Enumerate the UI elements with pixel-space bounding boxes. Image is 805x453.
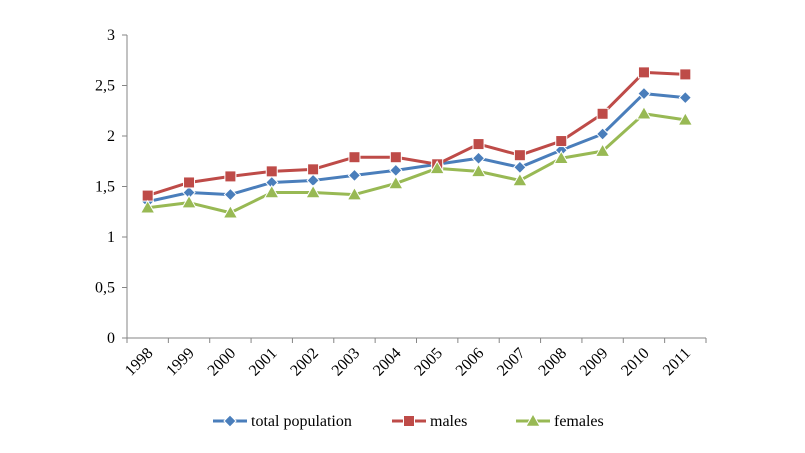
- data-point-males: [555, 135, 568, 148]
- x-tick-label: 2000: [205, 345, 240, 380]
- series-line-females: [147, 112, 686, 215]
- data-point-males: [307, 163, 320, 176]
- legend-marker-males: [403, 415, 415, 427]
- legend-label-total-population: total population: [251, 413, 352, 430]
- legend-item-males: males: [392, 413, 467, 430]
- data-point-males: [472, 138, 485, 151]
- data-point-males: [183, 176, 196, 189]
- y-tick-label: 0: [107, 330, 115, 347]
- data-point-females: [594, 143, 611, 157]
- axes: [126, 35, 706, 339]
- x-tick-label: 2007: [494, 345, 529, 380]
- series-markers: [139, 66, 694, 219]
- x-tick-label: 2001: [246, 345, 281, 380]
- legend-marker-total-population: [223, 414, 237, 428]
- data-point-females: [429, 160, 446, 175]
- data-point-females: [305, 184, 321, 199]
- y-tick-label: 2,5: [95, 78, 115, 95]
- legend-item-females: females: [516, 412, 604, 430]
- x-axis-ticks: 1998 1999 2000 2001 2002 2003 2004 2005 2006 2007…: [122, 338, 707, 380]
- series-lines: [147, 70, 686, 215]
- x-tick-label: 2010: [618, 345, 653, 380]
- data-point-males: [389, 151, 402, 164]
- data-point-males: [265, 165, 278, 178]
- data-point-males: [679, 68, 692, 81]
- data-point-females: [181, 194, 197, 209]
- data-point-total-population: [389, 163, 403, 178]
- data-point-total-population: [347, 168, 362, 183]
- data-point-males: [224, 170, 237, 183]
- x-tick-label: 2004: [370, 345, 405, 380]
- x-tick-label: 2009: [577, 345, 612, 380]
- y-tick-label: 3: [107, 27, 115, 44]
- data-point-females: [222, 204, 239, 219]
- data-point-females: [512, 172, 528, 187]
- series-line-males: [147, 70, 686, 198]
- legend-label-males: males: [430, 413, 467, 430]
- y-tick-label: 1,5: [95, 179, 115, 196]
- y-tick-label: 1: [107, 229, 115, 246]
- data-point-males: [637, 66, 650, 79]
- data-point-females: [553, 150, 570, 164]
- x-tick-label: 2003: [329, 345, 364, 380]
- x-tick-label: 2008: [535, 345, 570, 380]
- data-point-males: [141, 189, 154, 202]
- data-point-males: [596, 107, 609, 120]
- data-point-females: [636, 105, 652, 120]
- data-point-females: [387, 175, 404, 190]
- data-point-total-population: [223, 187, 238, 202]
- data-point-males: [513, 149, 526, 162]
- x-tick-label: 2006: [453, 345, 488, 380]
- x-tick-label: 1999: [163, 345, 198, 380]
- series-line-total-population: [147, 92, 686, 204]
- data-point-females: [139, 199, 156, 214]
- data-point-males: [348, 151, 361, 164]
- legend: total population males females: [213, 412, 604, 430]
- y-axis-ticks: 0 0,5 1 1,5 2 2,5 3: [95, 27, 127, 347]
- data-point-females: [263, 184, 280, 199]
- legend-item-total-population: total population: [213, 413, 352, 430]
- x-tick-label: 2011: [660, 345, 694, 379]
- data-point-total-population: [595, 127, 610, 141]
- data-point-total-population: [471, 151, 486, 165]
- data-point-total-population: [637, 86, 651, 101]
- data-point-total-population: [513, 160, 527, 175]
- data-point-females: [677, 111, 694, 126]
- data-point-total-population: [678, 90, 693, 105]
- x-tick-label: 1998: [122, 345, 157, 380]
- data-point-females: [346, 186, 363, 201]
- x-tick-label: 2002: [287, 345, 322, 380]
- legend-label-females: females: [554, 413, 604, 430]
- y-tick-label: 0,5: [95, 280, 115, 297]
- y-tick-label: 2: [107, 128, 115, 145]
- data-point-females: [470, 163, 487, 178]
- x-tick-label: 2005: [411, 345, 446, 380]
- legend-marker-females: [525, 412, 541, 427]
